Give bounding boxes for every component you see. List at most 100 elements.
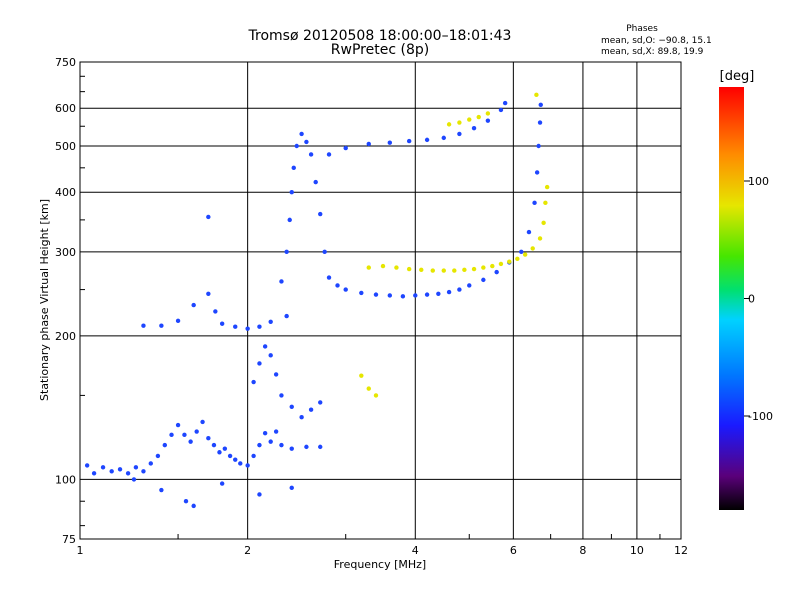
data-point-o	[441, 135, 446, 141]
data-point-o	[141, 469, 146, 474]
data-point-o	[406, 138, 412, 144]
data-point-o	[206, 214, 211, 220]
data-point-o	[222, 446, 228, 451]
data-point-o	[322, 249, 327, 255]
data-point-x	[467, 117, 472, 122]
data-point-x	[359, 373, 364, 378]
data-point-o	[233, 457, 238, 462]
data-point-o	[279, 393, 284, 398]
data-point-o	[131, 477, 137, 482]
data-point-o	[467, 283, 472, 288]
data-point-o	[536, 143, 541, 149]
y-tick-label: 600	[55, 102, 76, 115]
data-point-o	[100, 465, 106, 470]
data-point-o	[537, 120, 543, 125]
y-axis-label: Stationary phase Virtual Height [km]	[38, 199, 51, 401]
data-point-o	[159, 487, 164, 493]
data-point-o	[335, 283, 340, 288]
data-point-o	[162, 442, 168, 448]
data-point-x	[366, 265, 371, 270]
data-point-o	[191, 503, 196, 509]
data-point-o	[299, 131, 304, 137]
data-point-o	[387, 140, 393, 145]
data-point-o	[169, 432, 174, 438]
data-point-x	[534, 92, 539, 98]
phases-x-line: mean, sd,X: 89.8, 19.9	[601, 47, 704, 57]
data-point-o	[183, 499, 189, 504]
data-point-o	[284, 249, 289, 255]
data-point-o	[287, 217, 292, 223]
colorbar-tick-label: 0	[748, 293, 755, 306]
data-point-o	[194, 429, 199, 434]
data-point-o	[457, 287, 462, 292]
x-tick-label: 10	[630, 544, 644, 557]
data-point-o	[257, 361, 262, 366]
data-point-x	[498, 261, 504, 267]
data-point-o	[238, 461, 243, 466]
data-point-o	[343, 287, 348, 292]
data-point-o	[326, 275, 332, 280]
data-point-o	[291, 165, 296, 171]
data-point-o	[273, 372, 279, 377]
data-point-o	[359, 290, 364, 296]
data-point-x	[481, 265, 486, 270]
y-axis-ticks: 75 100 200 300 400 500 600 750	[55, 56, 76, 546]
data-points	[84, 92, 550, 509]
data-point-o	[188, 439, 193, 444]
y-tick-label: 500	[55, 140, 76, 153]
y-tick-label: 75	[62, 533, 76, 546]
data-point-o	[289, 404, 294, 409]
data-point-x	[543, 200, 548, 206]
data-point-x	[515, 256, 520, 262]
colorbar-ticks: 100 0 -100	[744, 175, 773, 423]
data-point-o	[262, 430, 268, 436]
data-point-o	[219, 481, 225, 486]
data-point-o	[268, 319, 273, 324]
data-point-o	[182, 432, 187, 438]
data-point-o	[498, 107, 504, 113]
data-point-x	[544, 184, 550, 190]
data-point-o	[141, 323, 146, 328]
data-point-o	[200, 419, 205, 425]
data-point-o	[257, 492, 262, 497]
data-point-o	[257, 324, 262, 329]
data-point-x	[430, 268, 435, 273]
colorbar	[719, 87, 744, 510]
data-point-o	[245, 463, 250, 468]
data-point-x	[530, 246, 535, 251]
data-point-x	[441, 268, 446, 273]
data-point-o	[494, 269, 499, 275]
data-point-o	[400, 294, 406, 299]
data-point-o	[91, 471, 97, 476]
data-point-x	[452, 268, 457, 273]
data-point-o	[471, 125, 477, 131]
data-point-o	[485, 118, 491, 123]
data-point-o	[481, 277, 486, 283]
data-point-o	[289, 485, 294, 491]
data-point-x	[485, 111, 491, 116]
data-point-o	[159, 323, 164, 328]
data-point-o	[227, 453, 233, 459]
data-point-o	[519, 249, 524, 255]
x-axis-label: Frequency [MHz]	[334, 558, 426, 571]
phases-title: Phases	[626, 24, 658, 34]
data-point-o	[279, 442, 284, 448]
data-point-o	[318, 444, 323, 450]
data-point-o	[318, 211, 323, 217]
data-point-o	[245, 326, 250, 331]
data-point-o	[436, 291, 441, 296]
colorbar-tick-label: -100	[748, 410, 773, 423]
data-point-o	[502, 100, 508, 106]
grid-lines	[80, 62, 681, 539]
colorbar-tick-label: 100	[748, 175, 769, 188]
data-point-x	[471, 266, 477, 272]
data-point-o	[289, 446, 294, 451]
data-point-o	[538, 102, 543, 108]
data-point-x	[406, 266, 412, 272]
data-point-x	[522, 252, 528, 257]
data-point-o	[313, 179, 318, 185]
data-point-o	[446, 289, 452, 295]
data-point-x	[457, 120, 462, 125]
data-point-x	[537, 236, 543, 241]
